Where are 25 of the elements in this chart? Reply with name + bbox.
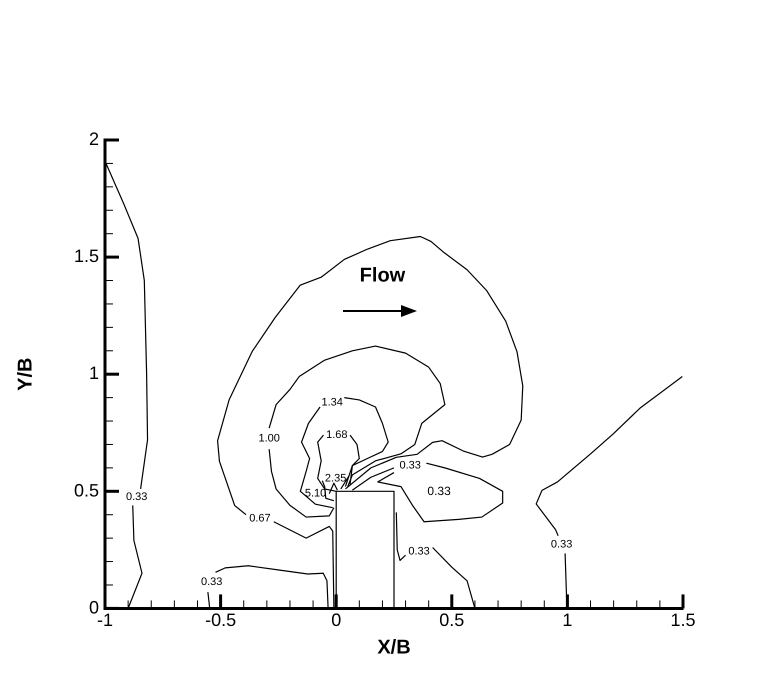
x-axis-title: X/B [377,636,411,659]
x-tick-label: 1.5 [670,610,696,630]
series-label: 0.67 [249,512,271,524]
x-tick-label: 1 [562,610,572,630]
series-label: 1.00 [258,432,280,445]
x-tick-label: 0 [331,610,342,630]
annotation: Flow [360,264,406,288]
series-label: 0.33 [126,491,148,504]
series-label: 1.68 [326,429,348,442]
y-tick-label: 0 [88,597,99,618]
y-axis-title: Y/B [14,358,37,391]
annotation: 0.33 [427,484,451,498]
y-tick-label: 2 [88,128,99,149]
x-tick-label: 0.5 [439,610,464,630]
x-tick-label: -1 [96,610,114,630]
series-label: 0.33 [399,460,421,472]
series-label: 1.34 [321,396,343,408]
y-tick-label: 0.5 [74,480,99,500]
series-label: 0.33 [200,576,222,588]
x-tick-label: -0.5 [205,610,236,630]
series-label: 2.35 [324,472,346,484]
y-tick-label: 1 [88,363,99,384]
y-tick-label: 1.5 [74,246,99,266]
series-label: 0.33 [550,538,572,551]
series-label: 0.33 [408,545,430,558]
